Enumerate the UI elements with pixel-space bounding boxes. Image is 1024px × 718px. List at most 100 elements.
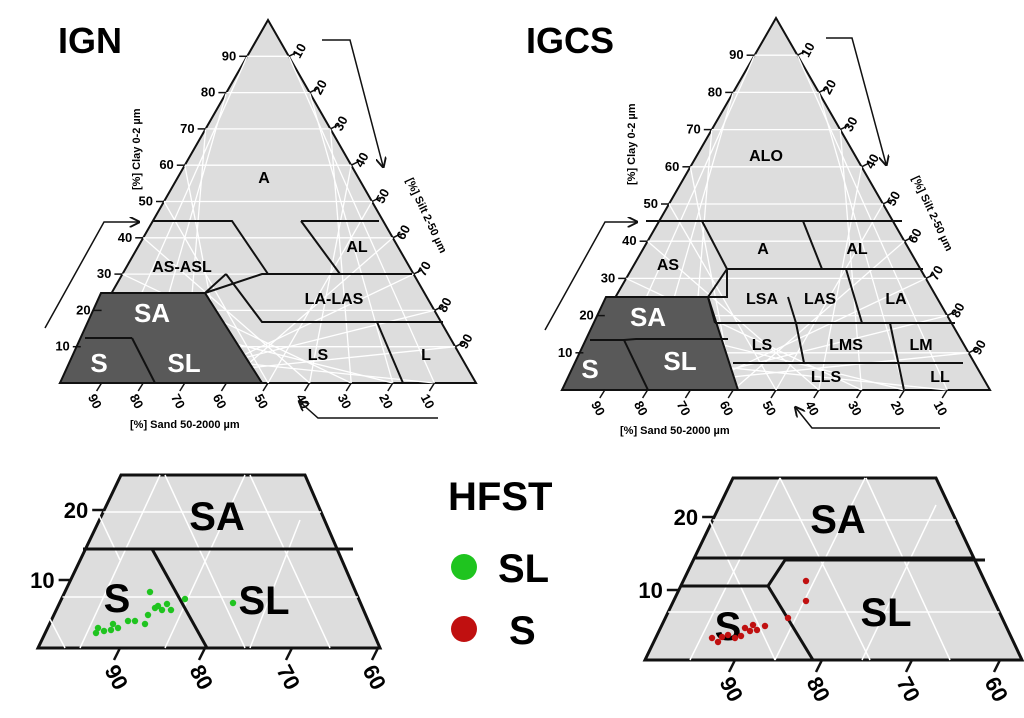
igcs-clay-tick-label: 80 (708, 84, 722, 99)
igcs-axis-arrows (544, 37, 940, 429)
igcs-zoom-sample-point (746, 627, 754, 635)
ign-zoom-background (35, 473, 383, 650)
igcs-sand-tick-mark (898, 389, 906, 399)
ign-zoom-sample-point (100, 627, 108, 635)
legend: HFST SL S (448, 475, 552, 653)
zoom2-sand-tick-label: 70 (892, 673, 926, 706)
zoom2-grid-line (779, 477, 871, 661)
zoom2-sand-tick-mark (992, 659, 1002, 673)
igcs-silt-tick-label: 70 (926, 263, 946, 283)
ign-silt-tick-label: 20 (310, 77, 330, 97)
ign-class-s: S (90, 348, 107, 378)
zoom1-grid-line (79, 474, 121, 561)
zoom1-grid-line (39, 599, 66, 649)
ign-silt-tick-mark (434, 305, 443, 312)
ign-zoom-sample-point (229, 599, 237, 607)
igcs-sand-tick-mark (770, 389, 777, 399)
ign-sand-tick-label: 60 (210, 391, 230, 411)
ign-clay-tick-label: 40 (118, 230, 132, 245)
igcs-silt-tick-mark (818, 87, 828, 94)
ign-class-sl: SL (167, 348, 200, 378)
ign-grid-line (288, 56, 435, 384)
igcs-clay-tick-label: 40 (622, 233, 636, 248)
ign-zoom-class-s: S (104, 577, 131, 621)
igcs-zoom-sample-point (724, 631, 732, 639)
igcs-zoom-sample-point (761, 622, 769, 630)
ign-zoom-sample-point (154, 602, 162, 610)
ign-clay-tick-label: 80 (201, 85, 215, 100)
ign-grid-line (329, 128, 352, 384)
ign-sand-tick-label: 70 (168, 391, 188, 411)
zoom2-sand-tick-label: 90 (715, 673, 749, 706)
ign-grid-line (142, 237, 311, 384)
igcs-sand-axis-label: [%] Sand 50-2000 µm (620, 425, 730, 437)
igcs-class-lms: LMS (829, 337, 863, 354)
igcs-class-boundaries (590, 220, 963, 391)
zoom1-grid-line (249, 519, 301, 649)
ign-clay-tick-label: 10 (55, 339, 69, 354)
ign-silt-tick-mark (350, 160, 360, 166)
igcs-sand-tick-mark (599, 389, 606, 399)
igcs-zoom-sample-point (737, 632, 745, 640)
zoom1-sand-tick-mark (370, 647, 380, 661)
ign-grid-line (308, 92, 394, 384)
zoom1-sand-tick-mark (112, 647, 122, 661)
igcs-clay-tick-label: 30 (601, 270, 615, 285)
igcs-sand-tick-label: 50 (759, 398, 779, 418)
igcs-clay-tick-label: 10 (558, 345, 572, 360)
ign-sand-tick-mark (345, 382, 352, 392)
ign-zoom-sample-point (146, 588, 154, 596)
igcs-sand-tick-label: 60 (717, 398, 737, 418)
igcs-class-lls: LLS (811, 369, 842, 386)
ign-zoom-sample-point (131, 617, 139, 625)
igcs-sand-tick-label: 10 (931, 398, 951, 418)
zoom1-sand-tick-label: 60 (358, 661, 392, 694)
ign-silt-tick-label: 50 (372, 186, 392, 206)
igcs-sand-tick-label: 40 (802, 398, 822, 418)
ign-class-boundaries (85, 220, 443, 384)
zoom1-sand-tick-label: 70 (272, 661, 306, 694)
igcs-zoom-sample-point (749, 621, 757, 629)
ign-zoom-sample-point (144, 611, 152, 619)
ign-silt-tick-mark (392, 233, 402, 239)
igcs-sand-tick-mark (684, 389, 692, 399)
igcs-silt-tick-mark (946, 310, 956, 317)
ign-class-as-asl: AS-ASL (152, 259, 212, 276)
ign-zoom-sample-point (167, 606, 175, 614)
ign-sand-tick-mark (387, 382, 394, 392)
zoom1-sand-tick-mark (284, 647, 294, 661)
igcs-silt-tick-label: 10 (798, 40, 818, 60)
ign-zoom-panel: SA S SL 20 10 90 80 70 60 (30, 473, 392, 694)
zoom2-sand-tick-mark (727, 659, 737, 673)
legend-swatch-s (451, 616, 477, 642)
igcs-zoom-sample-point (784, 614, 792, 622)
igcs-silt-tick-mark (904, 236, 913, 242)
zoom2-sand-tick-mark (814, 659, 824, 673)
ign-sand-tick-label: 90 (85, 391, 105, 411)
ign-zoom-sample-points (92, 588, 237, 637)
ign-silt-tick-label: 30 (331, 113, 351, 133)
igcs-grid-line (775, 203, 884, 391)
igcs-clay-axis-label: [%] Clay 0-2 µm (626, 103, 638, 185)
ign-zoom-sample-point (181, 595, 189, 603)
zoom2-grid-line (861, 504, 937, 661)
igcs-silt-tick-mark (968, 348, 977, 354)
zoom1-sand-tick-mark (197, 647, 207, 661)
igcs-sand-tick-mark (813, 389, 820, 399)
ign-sand-tick-mark (428, 382, 436, 392)
ign-silt-tick-mark (454, 342, 464, 348)
ign-zoom-class-sl: SL (238, 579, 289, 623)
ign-zoom-boundaries (83, 547, 353, 649)
ign-clay-tick-label: 30 (97, 266, 111, 281)
igcs-clay-tick-label: 20 (579, 308, 593, 323)
zoom2-clay-tick-label: 10 (638, 578, 662, 603)
igcs-grid-line (818, 166, 863, 391)
ign-sand-tick-mark (137, 382, 144, 392)
igcs-class-s: S (581, 354, 598, 384)
ign-triangle: IGN A AS-ASL AL SA LA-LAS S SL LS L 1020… (44, 17, 478, 431)
ign-sand-tick-label: 50 (251, 391, 271, 411)
igcs-sand-tick-mark (941, 389, 948, 399)
igcs-class-lm: LM (909, 337, 932, 354)
igcs-sand-tick-mark (727, 389, 734, 399)
